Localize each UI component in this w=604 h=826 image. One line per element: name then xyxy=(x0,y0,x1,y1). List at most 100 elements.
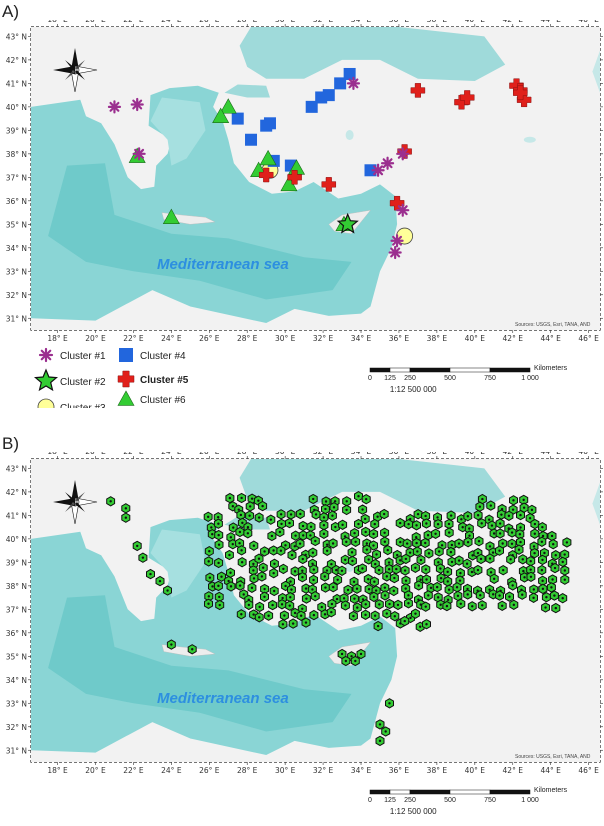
legend-label: Cluster #3 xyxy=(60,403,106,408)
station-marker xyxy=(354,518,363,530)
station-marker xyxy=(517,589,527,600)
scale-unit: Kilometers xyxy=(534,365,568,372)
x-tick-label: 24° E xyxy=(161,20,182,24)
station-marker xyxy=(390,611,400,622)
station-marker xyxy=(526,556,536,567)
station-marker xyxy=(358,504,368,515)
station-marker xyxy=(370,518,380,530)
cluster5-marker xyxy=(287,170,302,185)
station-marker xyxy=(473,564,483,576)
station-marker xyxy=(560,565,570,576)
x-tick-label: 22° E xyxy=(123,452,144,456)
station-marker xyxy=(298,553,308,565)
cluster4-marker xyxy=(305,100,318,113)
station-marker xyxy=(375,735,385,747)
station-marker xyxy=(504,510,514,521)
station-marker xyxy=(138,552,148,563)
y-tick-label: 41° N xyxy=(6,79,27,88)
x-tick-label: 18° E xyxy=(47,766,68,775)
station-marker xyxy=(431,528,441,539)
x-tick-label: 38° E xyxy=(427,452,448,456)
cluster5-marker xyxy=(516,92,532,108)
station-marker xyxy=(362,544,372,555)
station-marker xyxy=(463,537,473,548)
station-marker xyxy=(237,557,247,568)
station-marker xyxy=(395,536,405,548)
station-marker xyxy=(369,591,379,603)
x-tick-label: 24° E xyxy=(161,334,182,343)
cluster4-marker xyxy=(364,164,377,177)
station-marker xyxy=(166,639,176,650)
station-marker xyxy=(214,557,224,569)
y-tick-label: 37° N xyxy=(6,173,27,182)
station-marker xyxy=(301,617,311,628)
y-tick-label: 36° N xyxy=(6,629,27,638)
x-tick-label: 28° E xyxy=(237,20,258,24)
station-marker xyxy=(550,562,560,574)
station-marker xyxy=(277,599,287,610)
station-marker xyxy=(321,582,330,593)
station-marker xyxy=(328,510,337,521)
station-marker xyxy=(446,510,456,521)
x-tick-label: 38° E xyxy=(427,20,448,24)
station-marker xyxy=(435,563,445,574)
scale-tick-label: 250 xyxy=(404,797,416,804)
station-marker xyxy=(537,522,547,533)
station-marker xyxy=(434,546,444,557)
station-marker xyxy=(358,563,367,574)
station-marker xyxy=(538,583,548,595)
cluster1-marker xyxy=(396,147,410,161)
station-marker xyxy=(338,519,348,530)
station-marker xyxy=(380,536,390,547)
station-marker xyxy=(295,508,305,520)
station-marker xyxy=(235,526,245,538)
station-marker xyxy=(421,564,431,575)
station-marker xyxy=(529,584,539,595)
station-marker xyxy=(381,726,391,737)
station-marker xyxy=(558,593,568,604)
station-marker xyxy=(518,554,528,565)
station-marker xyxy=(404,519,414,530)
legend-label: Cluster #5 xyxy=(140,375,189,386)
station-marker xyxy=(380,590,390,601)
station-marker xyxy=(423,590,433,601)
station-marker xyxy=(288,618,298,629)
x-tick-label: 38° E xyxy=(427,766,448,775)
sea-label: Mediterranean sea xyxy=(157,256,289,273)
station-marker xyxy=(163,585,172,596)
station-marker xyxy=(205,572,215,583)
x-tick-label: 40° E xyxy=(465,334,486,343)
station-marker xyxy=(295,538,305,549)
station-marker xyxy=(106,496,116,507)
station-marker xyxy=(541,602,550,613)
station-marker xyxy=(444,518,454,530)
cluster1-marker xyxy=(346,76,361,90)
station-marker xyxy=(301,593,311,604)
station-marker xyxy=(424,548,434,559)
station-marker xyxy=(249,540,259,551)
station-marker xyxy=(446,546,456,558)
station-marker xyxy=(372,549,381,560)
station-marker xyxy=(275,526,285,538)
station-marker xyxy=(342,504,352,516)
station-marker xyxy=(497,600,507,611)
station-marker xyxy=(507,527,517,538)
north-arrow-icon xyxy=(53,480,98,525)
cluster1-marker xyxy=(380,156,395,170)
y-tick-label: 33° N xyxy=(6,267,27,276)
station-marker xyxy=(236,609,246,620)
station-marker xyxy=(310,591,320,602)
cluster1-marker xyxy=(38,347,54,363)
graticule xyxy=(28,24,603,333)
station-marker xyxy=(507,538,517,549)
station-marker xyxy=(348,610,358,622)
scale-tick-label: 500 xyxy=(444,375,456,382)
cluster4-marker xyxy=(343,67,356,80)
station-marker xyxy=(319,528,329,539)
station-marker xyxy=(213,518,223,529)
y-tick-label: 34° N xyxy=(6,676,27,685)
station-marker xyxy=(278,619,288,630)
station-marker xyxy=(364,554,374,565)
station-marker xyxy=(444,584,454,595)
station-marker xyxy=(285,592,295,603)
